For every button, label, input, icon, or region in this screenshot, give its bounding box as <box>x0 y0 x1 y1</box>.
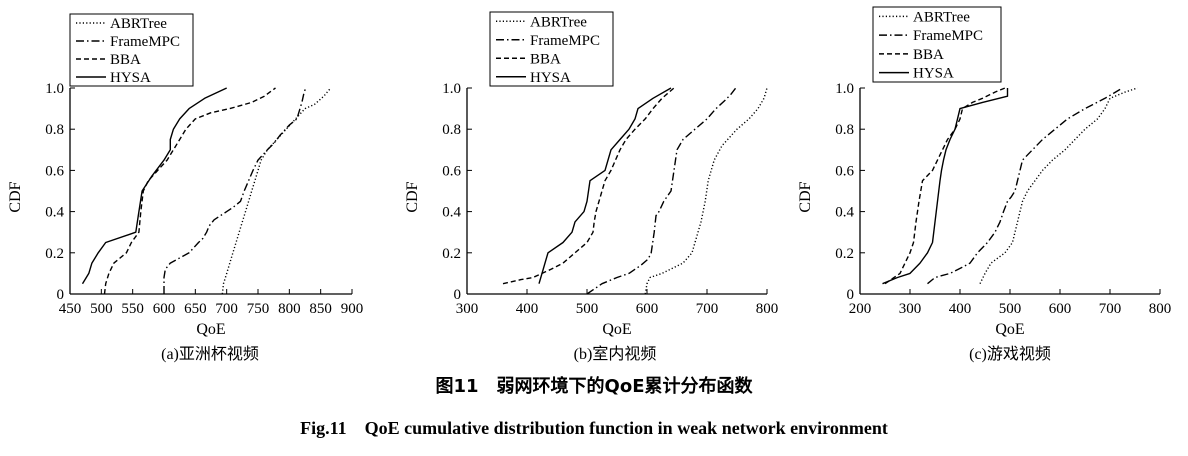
x-tick-label: 850 <box>309 301 332 317</box>
axes-b: 300 400 500 600 700 800 0 0.2 0.4 0.6 0.8 1.0 QoE CDF <box>404 81 778 338</box>
series-line-bba <box>502 87 675 285</box>
y-tick-label: 0.6 <box>442 163 461 179</box>
y-tick-label: 0.2 <box>442 246 461 262</box>
x-tick-label: 300 <box>899 301 922 317</box>
y-tick-label: 0.4 <box>45 205 64 221</box>
legend-label-framempc: FrameMPC <box>530 33 600 49</box>
y-tick-label: 0 <box>847 287 855 303</box>
plot-area-a <box>81 87 332 295</box>
legend-label-abrtree: ABRTree <box>913 9 970 25</box>
y-tick-label: 1.0 <box>45 81 64 97</box>
y-tick-label: 0.8 <box>45 122 64 138</box>
legend-label-abrtree: ABRTree <box>530 14 587 30</box>
series-line-framempc <box>163 87 307 294</box>
x-tick-label: 600 <box>1049 301 1072 317</box>
y-tick-label: 0.4 <box>835 205 854 221</box>
y-axis-label: CDF <box>404 181 421 212</box>
legend-c: ABRTree FrameMPC BBA HYSA <box>872 6 1002 83</box>
x-tick-label: 700 <box>215 301 238 317</box>
legend-box <box>872 6 1002 83</box>
y-tick-label: 0 <box>454 287 462 303</box>
figure-caption-en: Fig.11 QoE cumulative distribution funct… <box>300 418 888 438</box>
x-tick-label: 500 <box>576 301 599 317</box>
legend-label-hysa: HYSA <box>530 70 571 86</box>
subcaption-b: (b)室内视频 <box>574 345 657 363</box>
x-tick-label: 400 <box>949 301 972 317</box>
x-axis-label: QoE <box>995 321 1024 338</box>
x-tick-label: 900 <box>341 301 364 317</box>
legend-label-hysa: HYSA <box>110 70 151 86</box>
y-tick-label: 0.8 <box>835 122 854 138</box>
x-axis-label: QoE <box>196 321 225 338</box>
y-tick-label: 0.6 <box>835 163 854 179</box>
x-tick-label: 450 <box>59 301 82 317</box>
x-tick-label: 700 <box>696 301 719 317</box>
y-tick-label: 0.8 <box>442 122 461 138</box>
series-line-bba <box>103 87 276 295</box>
x-tick-label: 500 <box>90 301 113 317</box>
subcaption-a: (a)亚洲杯视频 <box>161 345 259 363</box>
y-tick-label: 0.2 <box>45 246 64 262</box>
x-tick-label: 650 <box>184 301 207 317</box>
y-axis-label: CDF <box>797 181 814 212</box>
legend-label-abrtree: ABRTree <box>110 16 167 32</box>
axes-c: 200 300 400 500 600 700 800 0 0.2 0.4 0.6 0.8 1.0 QoE… <box>797 81 1171 338</box>
series-line-framempc <box>927 87 1123 285</box>
x-tick-label: 800 <box>278 301 301 317</box>
legend-box <box>489 11 614 87</box>
y-tick-label: 1.0 <box>442 81 461 97</box>
y-tick-label: 0.6 <box>45 163 64 179</box>
series-line-abrtree <box>979 87 1138 285</box>
y-tick-label: 0.4 <box>442 205 461 221</box>
x-tick-label: 800 <box>1149 301 1172 317</box>
series-line-hysa <box>882 88 1009 285</box>
y-tick-label: 0.2 <box>835 246 854 262</box>
chart-panel-a: (a)亚洲杯视频 450 500 550 600 650 700 750 800 850 900 0… <box>7 13 363 363</box>
figure-caption-cn: 图11 弱网环境下的QoE累计分布函数 <box>435 375 753 397</box>
x-tick-label: 700 <box>1099 301 1122 317</box>
y-axis-label: CDF <box>7 181 24 212</box>
x-tick-label: 750 <box>247 301 270 317</box>
x-tick-label: 800 <box>756 301 779 317</box>
legend-b: ABRTree FrameMPC BBA HYSA <box>489 11 614 87</box>
series-line-abrtree <box>644 87 768 295</box>
x-tick-label: 500 <box>999 301 1022 317</box>
series-line-abrtree <box>221 87 332 295</box>
legend-box <box>69 13 194 87</box>
x-tick-label: 200 <box>849 301 872 317</box>
chart-panel-b: (b)室内视频 300 400 500 600 700 800 0 0.2 0.4 0.6 0.8 1… <box>404 11 778 363</box>
x-tick-label: 300 <box>456 301 479 317</box>
series-line-hysa <box>538 87 672 284</box>
x-tick-label: 600 <box>153 301 176 317</box>
legend-label-bba: BBA <box>530 51 561 67</box>
series-line-hysa <box>81 87 227 285</box>
legend-label-bba: BBA <box>110 52 141 68</box>
plot-area-b <box>502 87 768 295</box>
legend-label-hysa: HYSA <box>913 66 954 82</box>
plot-area-c <box>882 87 1138 285</box>
chart-panel-c: (c)游戏视频 200 300 400 500 600 700 800 0 0.2 0.4 0.6 0… <box>797 6 1171 363</box>
x-tick-label: 400 <box>516 301 539 317</box>
y-tick-label: 0 <box>57 287 65 303</box>
x-tick-label: 600 <box>636 301 659 317</box>
legend-label-bba: BBA <box>913 47 944 63</box>
legend-label-framempc: FrameMPC <box>913 28 983 44</box>
y-tick-label: 1.0 <box>835 81 854 97</box>
series-line-bba <box>884 87 1006 285</box>
subcaption-c: (c)游戏视频 <box>969 345 1051 363</box>
x-axis-label: QoE <box>602 321 631 338</box>
legend-label-framempc: FrameMPC <box>110 34 180 50</box>
legend-a: ABRTree FrameMPC BBA HYSA <box>69 13 194 87</box>
axes-a: 450 500 550 600 650 700 750 800 850 900 0 0.2 0.4 0.6… <box>7 81 363 338</box>
series-line-framempc <box>586 87 737 295</box>
x-tick-label: 550 <box>121 301 144 317</box>
